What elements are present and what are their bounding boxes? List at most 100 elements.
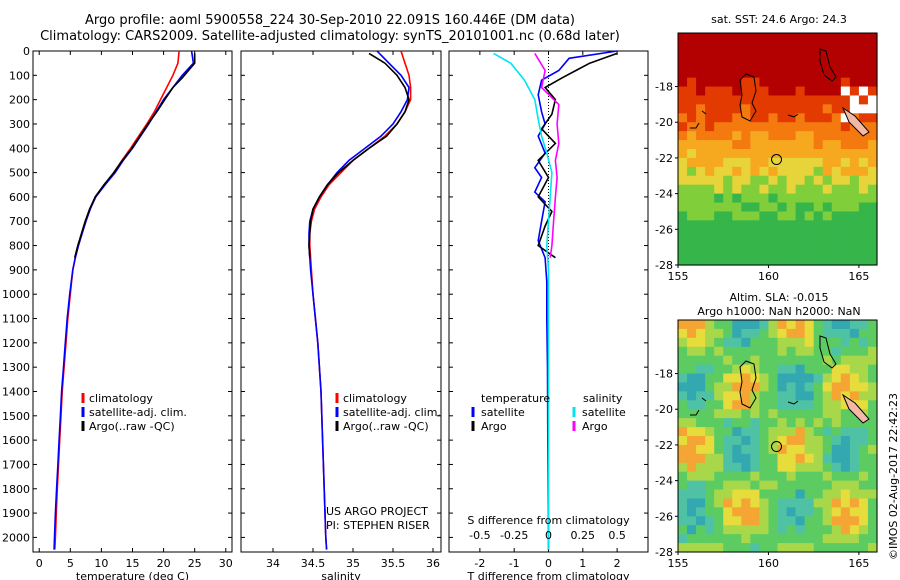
sst-map-cell bbox=[723, 140, 733, 150]
sla-map-cell bbox=[750, 525, 761, 535]
sla-map-cell bbox=[732, 409, 742, 419]
sla-map-cell bbox=[705, 444, 715, 455]
sst-map-cell bbox=[804, 41, 815, 52]
sla-map-cell bbox=[777, 444, 788, 455]
sla-map-cell bbox=[867, 328, 878, 339]
diff-series-temperature-satellite bbox=[533, 50, 618, 550]
sst-map-cell bbox=[804, 113, 815, 123]
diff-top-tick-label: 0.25 bbox=[571, 529, 596, 542]
sla-map-frame bbox=[677, 319, 878, 553]
sst-map-cell bbox=[786, 184, 797, 195]
sst-map-cell bbox=[804, 33, 815, 43]
sst-map-cell bbox=[858, 68, 869, 79]
sst-map-cell bbox=[840, 211, 851, 221]
sst-map-cell bbox=[768, 104, 779, 114]
sst-map-cell bbox=[849, 33, 860, 43]
sst-map-cell bbox=[687, 247, 697, 257]
sla-map-cell bbox=[867, 471, 878, 482]
diff-xtick-label: 1 bbox=[579, 557, 586, 570]
sla-map-cell bbox=[696, 498, 706, 508]
diff-legend-label: satellite bbox=[582, 406, 626, 419]
sst-map-cell bbox=[696, 175, 706, 186]
sst-map-cell bbox=[705, 41, 715, 52]
sst-map-cell bbox=[831, 175, 842, 186]
sst-map-cell bbox=[759, 247, 770, 257]
sst-map-cell bbox=[759, 33, 770, 43]
sla-map-cell bbox=[804, 355, 815, 366]
sst-map-cell bbox=[723, 256, 733, 266]
sst-map-cell bbox=[768, 113, 779, 123]
sst-map-cell bbox=[696, 41, 706, 52]
sla-map-cell bbox=[858, 480, 869, 491]
sst-map-cell bbox=[696, 166, 706, 177]
sst-map-cell bbox=[786, 157, 797, 168]
credit-project: US ARGO PROJECT bbox=[326, 505, 428, 518]
sst-map-cell bbox=[831, 131, 842, 141]
sst-map-cell bbox=[777, 238, 788, 248]
sla-map-cell bbox=[795, 346, 806, 357]
sst-map-cell bbox=[804, 202, 815, 213]
sst-map-cell bbox=[678, 33, 688, 43]
sst-map-cell bbox=[831, 166, 842, 177]
sst-map-cell bbox=[777, 149, 788, 159]
sla-map-cell bbox=[804, 337, 815, 348]
sst-map-cell bbox=[849, 41, 860, 52]
sst-map-cell bbox=[759, 59, 770, 70]
sla-map-cell bbox=[786, 480, 797, 491]
sla-map-cell bbox=[813, 453, 824, 464]
sst-map-cell bbox=[750, 238, 761, 248]
sst-map-cell bbox=[723, 104, 733, 114]
sla-map-cell bbox=[777, 525, 788, 535]
sla-map-cell bbox=[714, 409, 724, 419]
sst-map-cell bbox=[696, 86, 706, 97]
sla-map-cell bbox=[750, 516, 761, 526]
sla-map-cell bbox=[858, 534, 869, 544]
sst-map-cell bbox=[732, 131, 742, 141]
sst-map-cell bbox=[696, 157, 706, 168]
sst-map-cell bbox=[741, 95, 751, 105]
sst-map-cell bbox=[786, 77, 797, 88]
diff-legend-label: satellite bbox=[481, 406, 525, 419]
sst-map-cell bbox=[786, 113, 797, 123]
sst-map-cell bbox=[750, 33, 761, 43]
sla-map-cell bbox=[804, 498, 815, 508]
sst-map-cell bbox=[678, 211, 688, 221]
sla-map-cell bbox=[768, 480, 779, 491]
sst-map-cell bbox=[705, 77, 715, 88]
sst-map-cell bbox=[786, 202, 797, 213]
sla-map-cell bbox=[687, 534, 697, 544]
sla-map-cell bbox=[678, 409, 688, 419]
sla-reef-outline bbox=[690, 397, 799, 416]
sal-xtick-label: 34.5 bbox=[301, 557, 326, 570]
sst-map-cell bbox=[732, 122, 742, 132]
sla-map-cell bbox=[732, 480, 742, 491]
sst-map-cell bbox=[696, 202, 706, 213]
sst-map-cell bbox=[804, 193, 815, 204]
sla-map-cell bbox=[840, 391, 851, 401]
sst-map-cell bbox=[867, 122, 878, 132]
sla-map-cell bbox=[777, 382, 788, 392]
sla-map-cell bbox=[741, 489, 751, 500]
sal-legend-label: Argo(..raw -QC) bbox=[343, 420, 429, 433]
sla-map-cell bbox=[849, 418, 860, 428]
sla-ytick-label: -22 bbox=[655, 439, 673, 452]
sla-map-cell bbox=[849, 337, 860, 348]
sla-map-cell bbox=[858, 320, 869, 330]
sst-map-cell bbox=[867, 229, 878, 239]
sla-map-cell bbox=[687, 400, 697, 410]
sla-map-cell bbox=[714, 534, 724, 544]
sla-map-cell bbox=[777, 507, 788, 517]
sla-map-cell bbox=[705, 498, 715, 508]
sst-map-cell bbox=[858, 238, 869, 248]
sst-map-cell bbox=[714, 68, 724, 79]
sla-map-cell bbox=[831, 328, 842, 339]
sst-map-cell bbox=[678, 229, 688, 239]
sst-map-cell bbox=[705, 157, 715, 168]
sst-map-cell bbox=[804, 247, 815, 257]
sst-map-cell bbox=[840, 68, 851, 79]
sst-map-cell bbox=[849, 86, 860, 97]
sst-map-cell bbox=[849, 193, 860, 204]
sst-map-cell bbox=[858, 50, 869, 61]
sla-map-cell bbox=[768, 525, 779, 535]
